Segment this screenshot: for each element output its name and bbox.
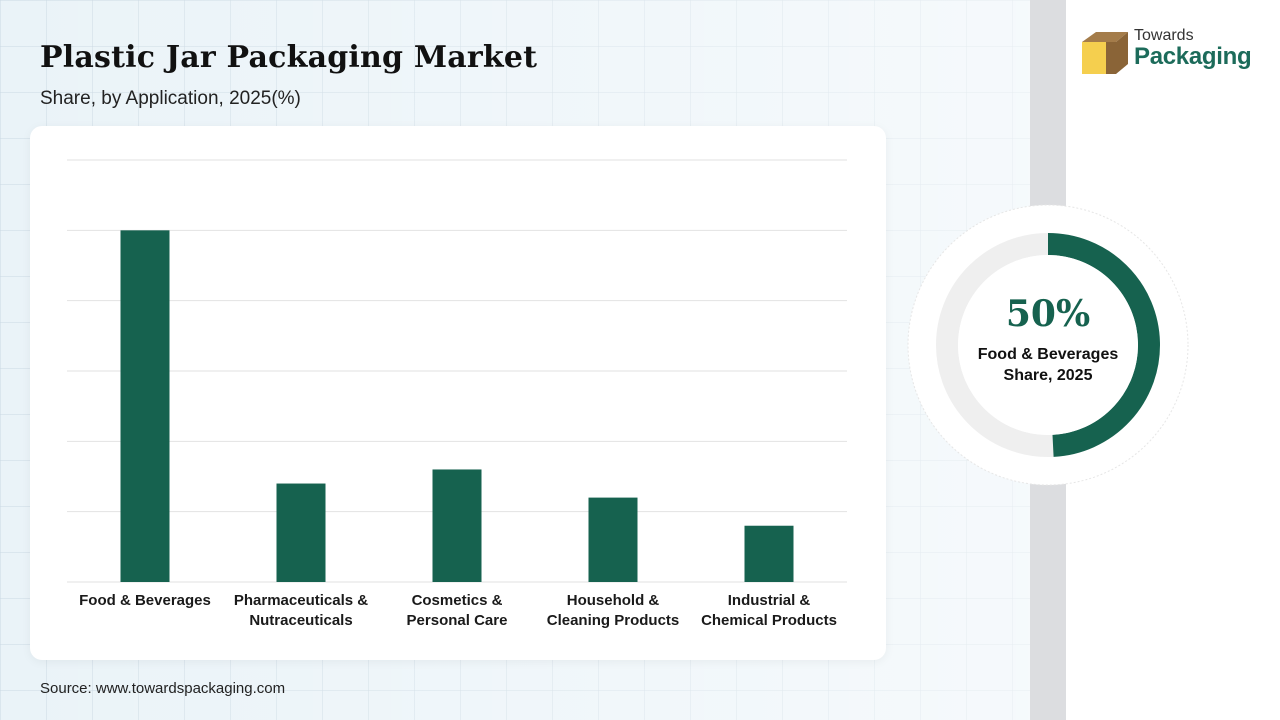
- category-label-line: Industrial &: [727, 592, 811, 609]
- bar-0: [120, 230, 170, 582]
- category-label: Pharmaceuticals & Nutraceuticals: [221, 591, 381, 631]
- bar-3: [588, 497, 638, 582]
- category-label: Food & Beverages: [65, 591, 225, 611]
- category-label-line: Household &: [566, 592, 660, 609]
- highlight-label: Food & Beverages Share, 2025: [906, 344, 1190, 386]
- bar-chart: [67, 159, 847, 583]
- category-label-line: Cleaning Products: [546, 612, 680, 629]
- category-label-line: Nutraceuticals: [249, 612, 353, 629]
- chart-subtitle: Share, by Application, 2025(%): [40, 88, 301, 109]
- category-label-line: Pharmaceuticals &: [233, 592, 369, 609]
- highlight-label-line2: Share, 2025: [1003, 367, 1093, 384]
- category-label-line: Cosmetics &: [411, 592, 503, 609]
- bar-2: [432, 469, 482, 582]
- donut-arc: [1047, 233, 1160, 457]
- highlight-label-line1: Food & Beverages: [977, 346, 1119, 363]
- highlight-value: 50%: [1005, 293, 1091, 335]
- category-label-line: Food & Beverages: [79, 592, 211, 609]
- chart-card: Food & Beverages Pharmaceuticals & Nutrace…: [30, 126, 886, 660]
- category-label: Industrial & Chemical Products: [689, 591, 849, 631]
- bar-1: [276, 483, 326, 582]
- source-note: Source: www.towardspackaging.com: [40, 680, 286, 697]
- chart-title: Plastic Jar Packaging Market: [40, 40, 538, 75]
- category-label: Cosmetics & Personal Care: [377, 591, 537, 631]
- highlight-donut: 50% Food & Beverages Share, 2025: [906, 203, 1190, 487]
- category-label: Household & Cleaning Products: [533, 591, 693, 631]
- category-label-line: Personal Care: [406, 612, 508, 629]
- logo-text-packaging: Packaging: [1134, 43, 1252, 70]
- logo-text-towards: Towards: [1134, 27, 1194, 44]
- donut-chart: [907, 204, 1189, 486]
- bar-4: [744, 525, 794, 582]
- category-label-line: Chemical Products: [701, 612, 837, 629]
- donut-center: [958, 255, 1138, 435]
- box-icon: [1082, 32, 1128, 74]
